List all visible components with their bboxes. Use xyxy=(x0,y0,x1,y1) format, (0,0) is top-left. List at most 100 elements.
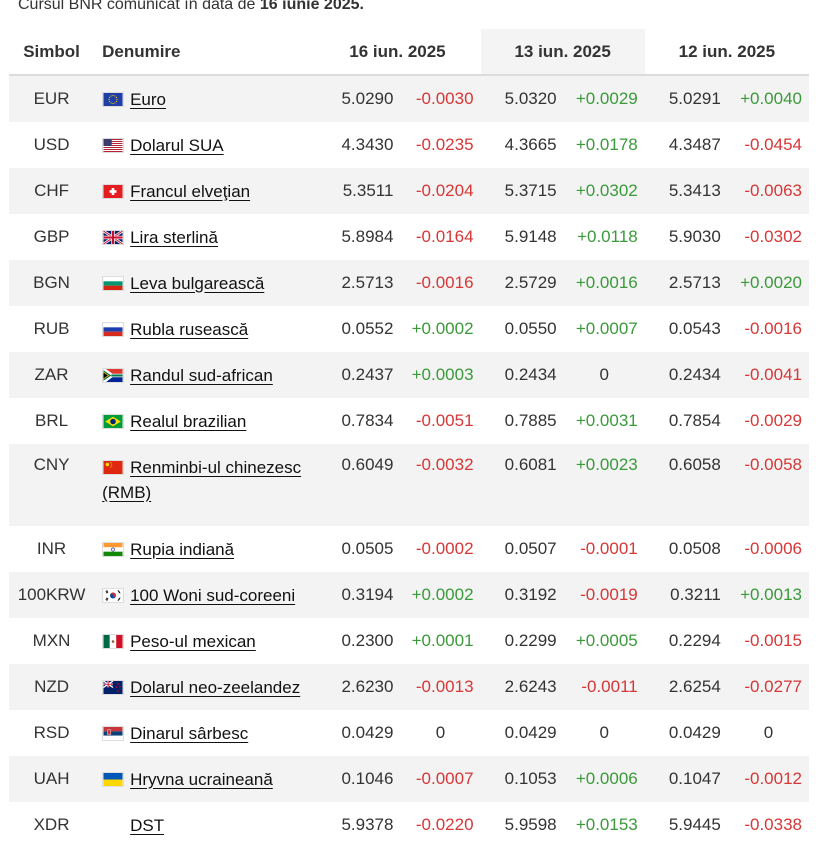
currency-name-cell: Rubla rusească xyxy=(94,306,315,352)
currency-symbol: GBP xyxy=(9,214,95,260)
currency-link[interactable]: Renminbi-ul chinezesc (RMB) xyxy=(102,458,302,502)
rate-change: +0.0029 xyxy=(563,75,645,122)
currency-symbol: NZD xyxy=(9,664,95,710)
currency-link[interactable]: Euro xyxy=(130,89,167,109)
rate-change: -0.0041 xyxy=(727,352,809,398)
rate-value: 2.5729 xyxy=(480,260,564,306)
rate-value: 0.0429 xyxy=(480,710,564,756)
rate-value: 0.7885 xyxy=(480,398,564,444)
mx-flag-icon xyxy=(102,633,125,649)
header-symbol[interactable]: Simbol xyxy=(9,29,95,76)
currency-link[interactable]: Dinarul sârbesc xyxy=(130,723,249,743)
rate-change: +0.0040 xyxy=(727,75,809,122)
currency-link[interactable]: Lira sterlină xyxy=(130,227,218,247)
currency-link[interactable]: DST xyxy=(130,815,165,835)
ua-flag-icon xyxy=(102,771,125,787)
rate-value: 0.2437 xyxy=(314,352,401,398)
currency-link[interactable]: Peso-ul mexican xyxy=(130,631,256,651)
rate-value: 4.3665 xyxy=(480,122,564,168)
rate-value: 0.0507 xyxy=(480,526,564,572)
currency-symbol: INR xyxy=(9,526,95,572)
rate-value: 2.6230 xyxy=(314,664,401,710)
table-row: RSD Dinarul sârbesc 0.0429 0 0.0429 0 0.0429 0 xyxy=(9,710,809,756)
rate-value: 0.7854 xyxy=(644,398,728,444)
currency-name-cell: Dolarul neo-zeelandez xyxy=(94,664,315,710)
blank-flag-icon xyxy=(102,818,124,833)
rate-value: 0.0505 xyxy=(314,526,401,572)
rate-change: +0.0031 xyxy=(563,398,645,444)
rate-change: -0.0204 xyxy=(400,168,481,214)
currency-link[interactable]: Rubla rusească xyxy=(130,319,249,339)
rate-change: -0.0051 xyxy=(400,398,481,444)
in-flag-icon xyxy=(102,541,125,557)
nz-flag-icon xyxy=(102,679,125,695)
rate-change: 0 xyxy=(563,710,645,756)
rate-change: -0.0063 xyxy=(727,168,809,214)
currency-symbol: RSD xyxy=(9,710,95,756)
rate-change: 0 xyxy=(563,352,645,398)
table-row: INR Rupia indiană 0.0505 -0.0002 0.0507 -0.00… xyxy=(9,526,809,572)
currency-name-cell: Rupia indiană xyxy=(94,526,315,572)
table-row: BGN Leva bulgarească 2.5713 -0.0016 2.5729 +0… xyxy=(9,260,809,306)
rate-change: -0.0277 xyxy=(727,664,809,710)
rate-change: +0.0013 xyxy=(727,572,809,618)
rate-value: 0.2434 xyxy=(480,352,564,398)
table-row: MXN Peso-ul mexican 0.2300 +0.0001 0.2299 +0.… xyxy=(9,618,809,664)
currency-symbol: BRL xyxy=(9,398,95,444)
currency-symbol: CHF xyxy=(9,168,95,214)
rate-value: 0.6049 xyxy=(314,444,401,526)
caption-date: 16 iunie 2025. xyxy=(259,0,364,13)
table-row: XDR DST 5.9378 -0.0220 5.9598 +0.0153 5.9445 -0… xyxy=(9,802,809,848)
header-name[interactable]: Denumire xyxy=(94,29,315,76)
rate-change: +0.0118 xyxy=(563,214,645,260)
rate-value: 0.0552 xyxy=(314,306,401,352)
rate-change: +0.0016 xyxy=(563,260,645,306)
currency-link[interactable]: Rupia indiană xyxy=(130,539,235,559)
rate-change: +0.0302 xyxy=(563,168,645,214)
rate-change: -0.0220 xyxy=(400,802,481,848)
header-date-3[interactable]: 12 iun. 2025 xyxy=(644,29,809,76)
currency-link[interactable]: Leva bulgarească xyxy=(130,273,265,293)
currency-symbol: RUB xyxy=(9,306,95,352)
currency-name-cell: Euro xyxy=(94,75,315,122)
rate-change: -0.0030 xyxy=(400,75,481,122)
table-row: EUR Euro 5.0290 -0.0030 5.0320 +0.0029 5.0291 +… xyxy=(9,75,809,122)
rate-value: 0.3194 xyxy=(314,572,401,618)
currency-name-cell: Lira sterlină xyxy=(94,214,315,260)
rate-value: 5.3715 xyxy=(480,168,564,214)
rate-value: 0.3192 xyxy=(480,572,564,618)
currency-link[interactable]: Dolarul neo-zeelandez xyxy=(130,677,301,697)
rate-value: 0.2434 xyxy=(644,352,728,398)
rate-change: -0.0007 xyxy=(400,756,481,802)
rate-change: +0.0001 xyxy=(400,618,481,664)
rate-change: -0.0001 xyxy=(563,526,645,572)
rate-value: 0.6058 xyxy=(644,444,728,526)
currency-link[interactable]: Realul brazilian xyxy=(130,411,247,431)
currency-symbol: CNY xyxy=(9,444,95,526)
rate-change: +0.0178 xyxy=(563,122,645,168)
currency-link[interactable]: Randul sud-african xyxy=(130,365,273,385)
currency-name-cell: DST xyxy=(94,802,315,848)
rate-value: 0.1047 xyxy=(644,756,728,802)
rate-value: 5.3511 xyxy=(314,168,401,214)
rate-value: 5.0290 xyxy=(314,75,401,122)
currency-name-cell: Francul elveţian xyxy=(94,168,315,214)
currency-link[interactable]: Francul elveţian xyxy=(130,181,251,201)
rate-value: 5.9445 xyxy=(644,802,728,848)
ru-flag-icon xyxy=(102,321,125,337)
rate-change: -0.0235 xyxy=(400,122,481,168)
caption-prefix: Cursul BNR comunicat în data de xyxy=(18,0,256,13)
header-date-1[interactable]: 16 iun. 2025 xyxy=(314,29,481,76)
kr-flag-icon xyxy=(102,587,125,603)
table-row: USD Dolarul SUA 4.3430 -0.0235 4.3665 +0.0178… xyxy=(9,122,809,168)
rate-change: -0.0454 xyxy=(727,122,809,168)
currency-link[interactable]: Hryvna ucraineană xyxy=(130,769,273,789)
rate-change: +0.0003 xyxy=(400,352,481,398)
rate-change: +0.0006 xyxy=(563,756,645,802)
eu-flag-icon xyxy=(102,91,125,107)
currency-link[interactable]: Dolarul SUA xyxy=(130,135,224,155)
gb-flag-icon xyxy=(102,229,125,245)
rate-value: 0.0429 xyxy=(644,710,728,756)
currency-link[interactable]: 100 Woni sud-coreeni xyxy=(130,585,296,605)
header-date-2[interactable]: 13 iun. 2025 xyxy=(480,29,645,76)
